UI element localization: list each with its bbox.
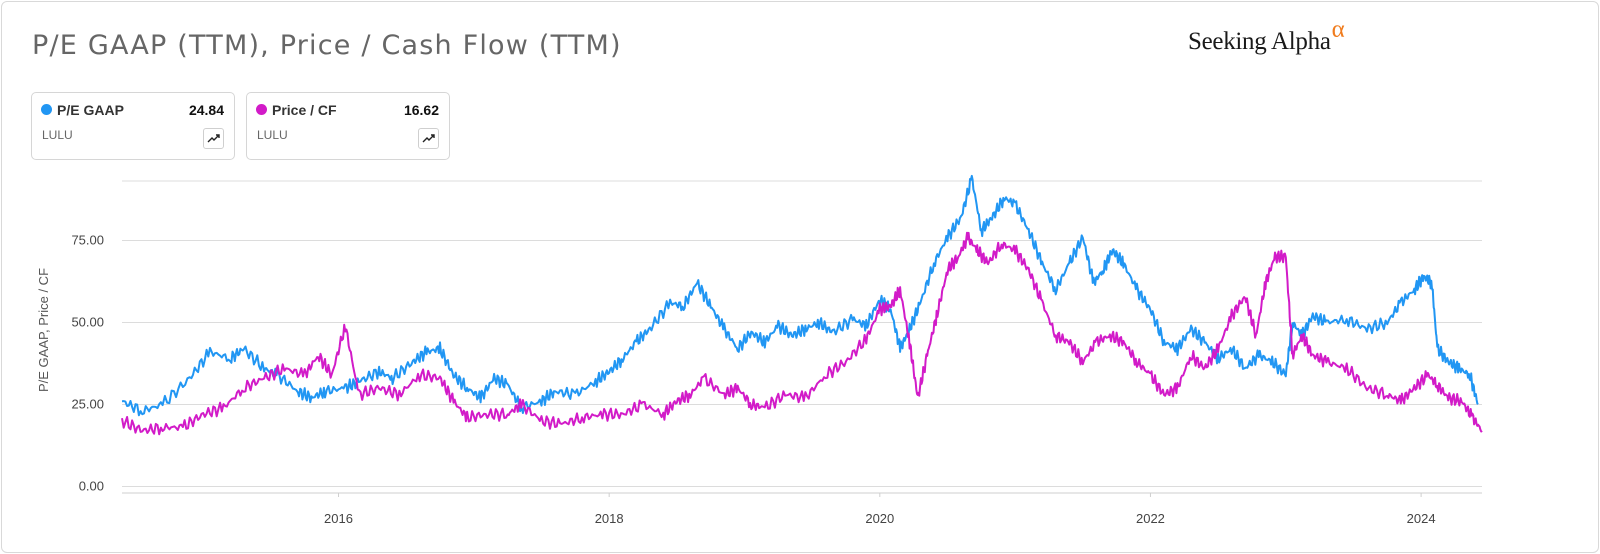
y-tick-label: 50.00 [71,314,104,329]
x-tick-label: 2018 [595,511,624,526]
alpha-icon: α [1331,16,1345,43]
x-axis-ticks: 2016 2018 2020 2022 2024 [324,493,1436,526]
series-color-dot [41,104,52,115]
trend-icon[interactable] [203,128,224,149]
series-lines [121,174,1483,436]
series-label: P/E GAAP [57,102,124,118]
series-line-p-e-gaap [121,174,1479,417]
legend-card-price-cf[interactable]: Price / CF 16.62 LULU [246,92,450,160]
x-tick-label: 2022 [1136,511,1165,526]
y-axis-ticks: 0.00 25.00 50.00 75.00 [71,232,104,493]
grid-lines [122,180,1482,494]
series-value: 24.84 [188,102,224,118]
y-tick-label: 75.00 [71,232,104,247]
series-line-price-cf [121,231,1483,436]
brand-name: Seeking Alpha [1188,28,1331,55]
ticker-label: LULU [257,128,288,142]
chart-title: P/E GAAP (TTM), Price / Cash Flow (TTM) [32,30,622,61]
series-label: Price / CF [272,102,337,118]
y-axis-label: P/E GAAP, Price / CF [36,268,51,392]
ticker-label: LULU [42,128,73,142]
x-tick-label: 2024 [1407,511,1436,526]
y-tick-label: 0.00 [79,478,104,493]
x-tick-label: 2020 [865,511,894,526]
x-tick-label: 2016 [324,511,353,526]
series-color-dot [256,104,267,115]
series-value: 16.62 [403,102,439,118]
trend-icon[interactable] [418,128,439,149]
y-tick-label: 25.00 [71,396,104,411]
legend-card-pe-gaap[interactable]: P/E GAAP 24.84 LULU [31,92,235,160]
seeking-alpha-logo: Seeking Alphaα [1188,16,1345,56]
